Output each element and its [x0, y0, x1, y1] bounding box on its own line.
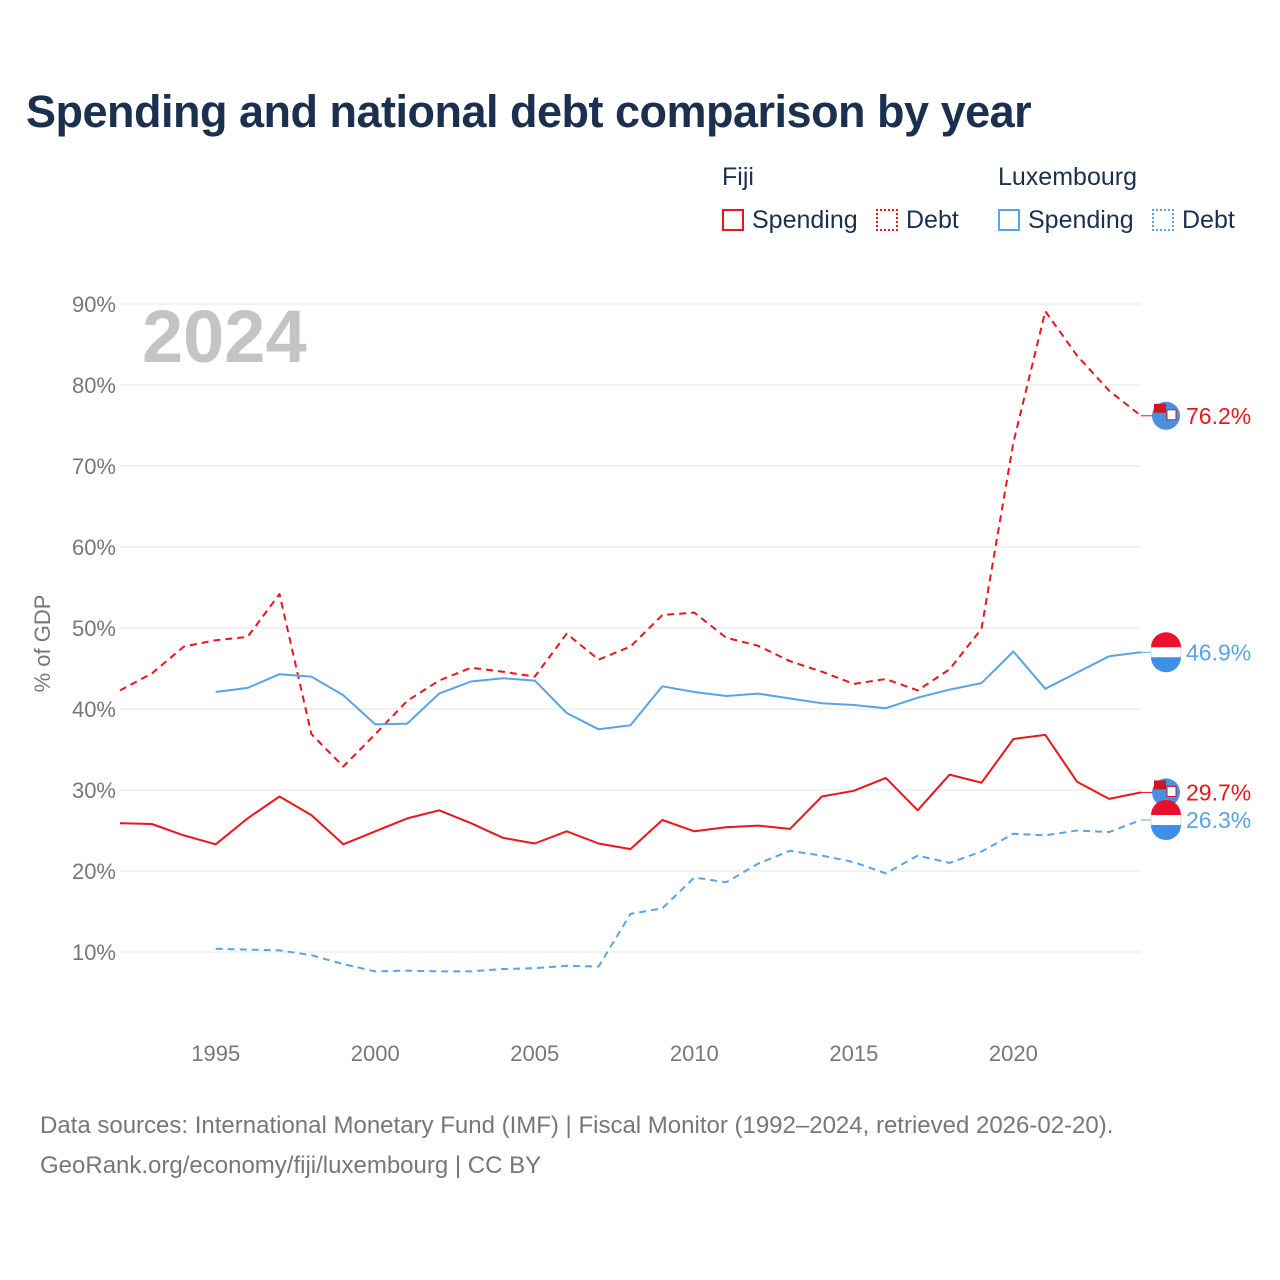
x-tick-label: 2020 — [989, 1041, 1038, 1066]
x-tick-label: 1995 — [191, 1041, 240, 1066]
legend-swatch-luxembourg-spending — [998, 209, 1020, 231]
series-line-fiji-debt — [119, 310, 1142, 768]
x-tick-label: 2005 — [510, 1041, 559, 1066]
legend-item-luxembourg-spending[interactable]: Spending — [998, 204, 1134, 236]
legend-label-fiji-spending: Spending — [752, 205, 858, 234]
end-marker-fiji-spending: 29.7% — [1141, 778, 1251, 807]
luxembourg-flag-blue-band — [1151, 824, 1181, 840]
end-value-label: 46.9% — [1186, 639, 1251, 665]
luxembourg-flag-blue-band — [1151, 657, 1181, 673]
source-line-1: Data sources: International Monetary Fun… — [40, 1112, 1114, 1139]
legend-swatch-fiji-debt — [876, 209, 898, 231]
legend-group-fiji: Fiji — [722, 163, 754, 191]
legend-item-luxembourg-debt[interactable]: Debt — [1152, 204, 1235, 236]
legend-swatch-fiji-spending — [722, 209, 744, 231]
legend-label-fiji-debt: Debt — [906, 205, 959, 234]
source-line-2: GeoRank.org/economy/fiji/luxembourg | CC… — [40, 1152, 542, 1179]
chart-title: Spending and national debt comparison by… — [26, 86, 1032, 137]
legend-label-luxembourg-debt: Debt — [1182, 205, 1235, 234]
data-source-note: Data sources: International Monetary Fun… — [40, 1106, 1113, 1186]
fiji-flag-shield — [1166, 409, 1177, 421]
y-tick-label: 80% — [72, 373, 116, 398]
series-line-luxembourg-spending — [215, 650, 1142, 731]
legend-swatch-luxembourg-debt — [1152, 209, 1174, 231]
series-line-fiji-spending — [119, 733, 1142, 851]
y-tick-label: 10% — [72, 940, 116, 965]
legend-group-luxembourg: Luxembourg — [998, 163, 1137, 191]
x-tick-label: 2010 — [670, 1041, 719, 1066]
x-tick-label: 2015 — [829, 1041, 878, 1066]
fiji-flag-canton — [1154, 403, 1166, 413]
y-tick-label: 50% — [72, 616, 116, 641]
y-tick-label: 60% — [72, 535, 116, 560]
series-line-luxembourg-debt — [215, 819, 1142, 973]
fiji-flag-canton — [1154, 780, 1166, 790]
luxembourg-flag-red-band — [1151, 632, 1181, 648]
legend-item-fiji-spending[interactable]: Spending — [722, 204, 858, 236]
legend-item-fiji-debt[interactable]: Debt — [876, 204, 959, 236]
x-tick-label: 2000 — [351, 1041, 400, 1066]
legend-label-luxembourg-spending: Spending — [1028, 205, 1134, 234]
fiji-flag-shield — [1166, 785, 1177, 797]
y-tick-label: 90% — [72, 292, 116, 317]
end-value-label: 29.7% — [1186, 779, 1251, 805]
end-marker-fiji-debt: 76.2% — [1141, 401, 1251, 430]
y-tick-label: 40% — [72, 697, 116, 722]
end-marker-luxembourg-debt: 26.3% — [1141, 799, 1251, 840]
end-value-label: 76.2% — [1186, 403, 1251, 429]
y-tick-label: 20% — [72, 859, 116, 884]
y-tick-label: 70% — [72, 454, 116, 479]
end-marker-luxembourg-spending: 46.9% — [1141, 632, 1251, 673]
end-value-label: 26.3% — [1186, 807, 1251, 833]
year-watermark: 2024 — [142, 295, 307, 378]
y-axis-label: % of GDP — [30, 595, 55, 693]
y-tick-label: 30% — [72, 778, 116, 803]
luxembourg-flag-red-band — [1151, 799, 1181, 815]
